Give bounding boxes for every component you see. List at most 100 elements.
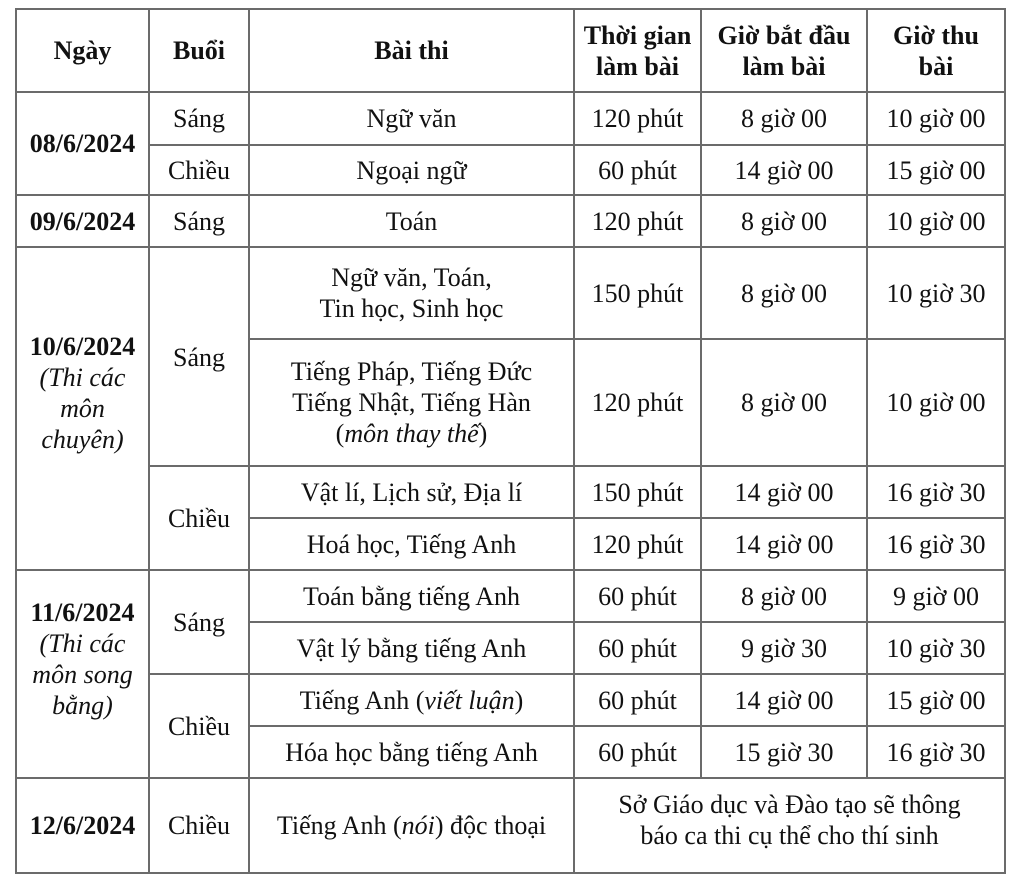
date-note: chuyên) [41, 425, 124, 454]
duration-cell: 60 phút [573, 673, 702, 727]
date-note: môn song [32, 659, 133, 689]
header-start-line: làm bài [742, 51, 826, 81]
header-end: Giờ thu bài [866, 8, 1006, 93]
header-session: Buổi [148, 8, 250, 93]
exam-text: Tiếng Anh ( [299, 685, 425, 715]
table-row: Chiều Ngoại ngữ 60 phút 14 giờ 00 15 giờ… [16, 144, 1006, 196]
exam-line: Tiếng Nhật, Tiếng Hàn [292, 388, 531, 417]
table-row: 08/6/2024 Sáng Ngữ văn 120 phút 8 giờ 00… [15, 91, 1006, 196]
exam-line: Ngữ văn, Toán, [331, 263, 492, 292]
start-cell: 9 giờ 30 [700, 621, 868, 675]
date-label: 10/6/2024 [29, 332, 136, 361]
header-duration: Thời gian làm bài [573, 8, 702, 93]
session-cell: Chiều [148, 144, 250, 196]
exam-schedule-table: Ngày Buổi Bài thi Thời gian làm bài Giờ b… [15, 8, 1006, 874]
table-row: Vật lý bằng tiếng Anh 60 phút 9 giờ 30 1… [16, 621, 1006, 675]
date-note: bằng) [52, 690, 113, 720]
date-cell: 12/6/2024 [15, 777, 150, 874]
exam-text: Tiếng Anh ( [276, 811, 402, 840]
date-cell: 11/6/2024 (Thi các môn song bằng) [15, 569, 150, 779]
session-cell: Sáng [148, 569, 250, 675]
exam-note: viết luận [424, 685, 515, 715]
exam-note: môn thay thế [344, 419, 479, 448]
exam-line: Tin học, Sinh học [319, 294, 504, 323]
header-duration-line: làm bài [595, 51, 680, 81]
session-cell: Chiều [148, 673, 250, 779]
exam-cell: Ngữ văn, Toán, Tin học, Sinh học [248, 246, 575, 340]
table-row: Hoá học, Tiếng Anh 120 phút 14 giờ 00 16… [16, 517, 1006, 571]
duration-cell: 60 phút [573, 144, 702, 196]
table-row: 12/6/2024 Chiều Tiếng Anh (nói) độc thoạ… [15, 777, 1006, 874]
end-cell: 10 giờ 30 [866, 621, 1006, 675]
duration-cell: 120 phút [573, 338, 702, 467]
duration-cell: 60 phút [573, 725, 702, 779]
start-cell: 14 giờ 00 [700, 144, 868, 196]
exam-cell: Ngoại ngữ [248, 144, 575, 196]
start-cell: 8 giờ 00 [700, 194, 868, 248]
duration-cell: 150 phút [573, 465, 702, 519]
end-cell: 9 giờ 00 [866, 569, 1006, 623]
exam-cell: Hoá học, Tiếng Anh [248, 517, 575, 571]
table-row: Hóa học bằng tiếng Anh 60 phút 15 giờ 30… [16, 725, 1006, 779]
exam-text: ) [514, 685, 524, 715]
end-cell: 15 giờ 00 [866, 673, 1006, 727]
date-cell: 10/6/2024 (Thi các môn chuyên) [15, 246, 150, 571]
exam-cell: Tiếng Anh (nói) độc thoại [248, 777, 575, 874]
start-cell: 8 giờ 00 [700, 91, 868, 146]
exam-cell: Tiếng Pháp, Tiếng Đức Tiếng Nhật, Tiếng H… [248, 338, 575, 467]
exam-paren: ) [478, 419, 488, 448]
date-cell: 08/6/2024 [15, 91, 150, 196]
session-cell: Sáng [148, 246, 250, 467]
end-cell: 10 giờ 00 [866, 338, 1006, 467]
note-line: Sở Giáo dục và Đào tạo sẽ thông [618, 790, 961, 819]
exam-line: Tiếng Pháp, Tiếng Đức [290, 357, 533, 386]
exam-text: ) độc thoại [434, 811, 547, 840]
start-cell: 14 giờ 00 [700, 673, 868, 727]
exam-cell: Hóa học bằng tiếng Anh [248, 725, 575, 779]
date-note: môn [60, 394, 105, 423]
table-row: Chiều Tiếng Anh (viết luận) 60 phút 14 g… [16, 673, 1006, 779]
duration-cell: 120 phút [573, 517, 702, 571]
end-cell: 10 giờ 00 [866, 91, 1006, 146]
date-note: (Thi các [39, 628, 126, 658]
duration-cell: 120 phút [573, 194, 702, 248]
end-cell: 16 giờ 30 [866, 725, 1006, 779]
date-note: (Thi các [39, 363, 126, 392]
session-cell: Chiều [148, 777, 250, 874]
duration-cell: 120 phút [573, 91, 702, 146]
exam-cell: Tiếng Anh (viết luận) [248, 673, 575, 727]
start-cell: 15 giờ 30 [700, 725, 868, 779]
table-row: 10/6/2024 (Thi các môn chuyên) Sáng Ngữ … [15, 246, 1006, 571]
start-cell: 14 giờ 00 [700, 517, 868, 571]
table-row: 11/6/2024 (Thi các môn song bằng) Sáng T… [15, 569, 1006, 779]
exam-cell: Ngữ văn [248, 91, 575, 146]
duration-cell: 60 phút [573, 621, 702, 675]
end-cell: 16 giờ 30 [866, 517, 1006, 571]
exam-cell: Vật lý bằng tiếng Anh [248, 621, 575, 675]
session-cell: Sáng [148, 194, 250, 248]
header-end-line: bài [918, 51, 954, 81]
session-cell: Sáng [148, 91, 250, 146]
header-start-line: Giờ bắt đầu [717, 20, 851, 50]
session-cell: Chiều [148, 465, 250, 571]
date-cell: 09/6/2024 [15, 194, 150, 248]
header-duration-line: Thời gian [583, 20, 692, 50]
header-exam: Bài thi [248, 8, 575, 93]
end-cell: 15 giờ 00 [866, 144, 1006, 196]
header-row: Ngày Buổi Bài thi Thời gian làm bài Giờ b… [15, 8, 1006, 93]
end-cell: 10 giờ 00 [866, 194, 1006, 248]
exam-cell: Toán [248, 194, 575, 248]
date-label: 11/6/2024 [30, 597, 135, 627]
exam-cell: Toán bằng tiếng Anh [248, 569, 575, 623]
start-cell: 8 giờ 00 [700, 569, 868, 623]
duration-cell: 150 phút [573, 246, 702, 340]
end-cell: 10 giờ 30 [866, 246, 1006, 340]
header-start: Giờ bắt đầu làm bài [700, 8, 868, 93]
header-end-line: Giờ thu [893, 20, 979, 50]
header-date: Ngày [15, 8, 150, 93]
exam-cell: Vật lí, Lịch sử, Địa lí [248, 465, 575, 519]
exam-paren: ( [335, 419, 345, 448]
table-row: 09/6/2024 Sáng Toán 120 phút 8 giờ 00 10… [15, 194, 1006, 248]
duration-cell: 60 phút [573, 569, 702, 623]
note-line: báo ca thi cụ thể cho thí sinh [640, 821, 939, 850]
